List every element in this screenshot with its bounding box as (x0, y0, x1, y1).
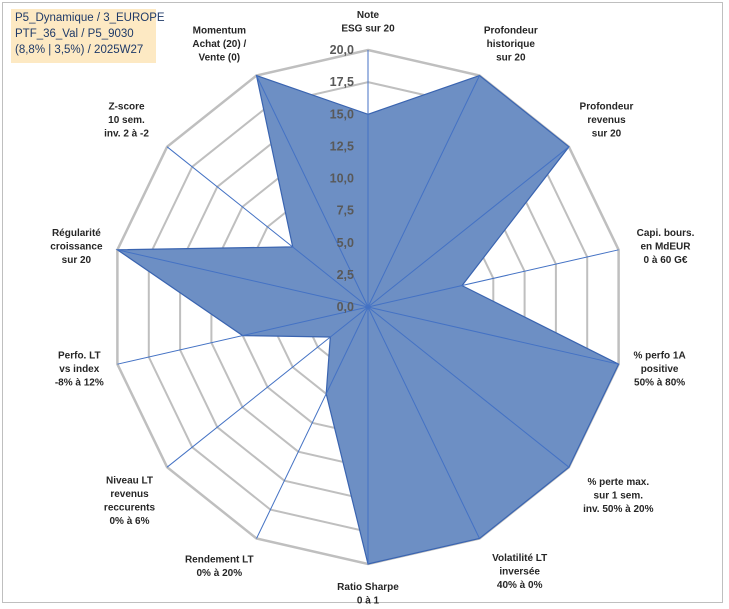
category-label: Perfo. LT vs index -8% à 12% (55, 350, 104, 388)
radar-spoke (367, 75, 480, 308)
tick-label: 10,0 (330, 172, 354, 186)
radar-spoke (367, 306, 480, 539)
tick-label: 12,5 (330, 139, 354, 153)
category-label: Capi. bours. en MdEUR 0 à 60 G€ (637, 228, 695, 266)
tick-label: 15,0 (330, 107, 354, 121)
radar-spoke (256, 75, 369, 308)
radar-category-labels: Note ESG sur 20 Profondeur historique sur 20… (50, 10, 694, 606)
tick-label: 17,5 (330, 75, 354, 89)
tick-label: 0,0 (337, 300, 354, 314)
info-line-2: PTF_36_Val / P5_9030 (15, 28, 134, 40)
category-label: Momentum Achat (20) / Vente (0) (192, 25, 246, 63)
radar-spoke (256, 306, 369, 539)
category-label: Niveau LT revenus reccurents 0% à 6% (104, 476, 156, 527)
category-label: Z-score 10 sem. inv. 2 à -2 (104, 102, 149, 140)
category-label: % perte max. sur 1 sem. inv. 50% à 20% (583, 477, 654, 515)
category-label: % perfo 1A positive 50% à 80% (633, 350, 685, 388)
tick-label: 5,0 (337, 236, 354, 250)
tick-label: 7,5 (337, 204, 354, 218)
category-label: Ratio Sharpe 0 à 1 (337, 582, 399, 607)
tick-label: 2,5 (337, 268, 354, 282)
portfolio-info-box: P5_Dynamique / 3_EUROPE PTF_36_Val / P5_… (11, 9, 165, 63)
radar-spoke (367, 306, 570, 468)
radar-spokes (117, 50, 619, 564)
radar-spoke (166, 146, 369, 308)
tick-label: 20,0 (330, 43, 354, 57)
category-label: Régularité croissance sur 20 (50, 228, 103, 266)
category-label: Profondeur revenus sur 20 (580, 102, 634, 140)
radar-spoke (367, 306, 619, 365)
radar-spoke (367, 146, 570, 308)
category-label: Volatilité LT inversée 40% à 0% (492, 553, 547, 591)
radar-tick-labels: 0,0 2,5 5,0 7,5 10,0 12,5 15,0 17,5 20,0 (330, 43, 354, 314)
radar-spoke (117, 306, 369, 365)
radar-spoke (117, 249, 369, 308)
radar-spoke (166, 306, 369, 468)
category-label: Profondeur historique sur 20 (484, 25, 538, 63)
info-line-3: (8,8% | 3,5%) / 2025W27 (15, 44, 144, 56)
info-line-1: P5_Dynamique / 3_EUROPE (15, 12, 165, 24)
category-label: Rendement LT 0% à 20% (185, 555, 254, 580)
radar-spoke (367, 249, 619, 308)
category-label: Note ESG sur 20 (341, 10, 395, 35)
